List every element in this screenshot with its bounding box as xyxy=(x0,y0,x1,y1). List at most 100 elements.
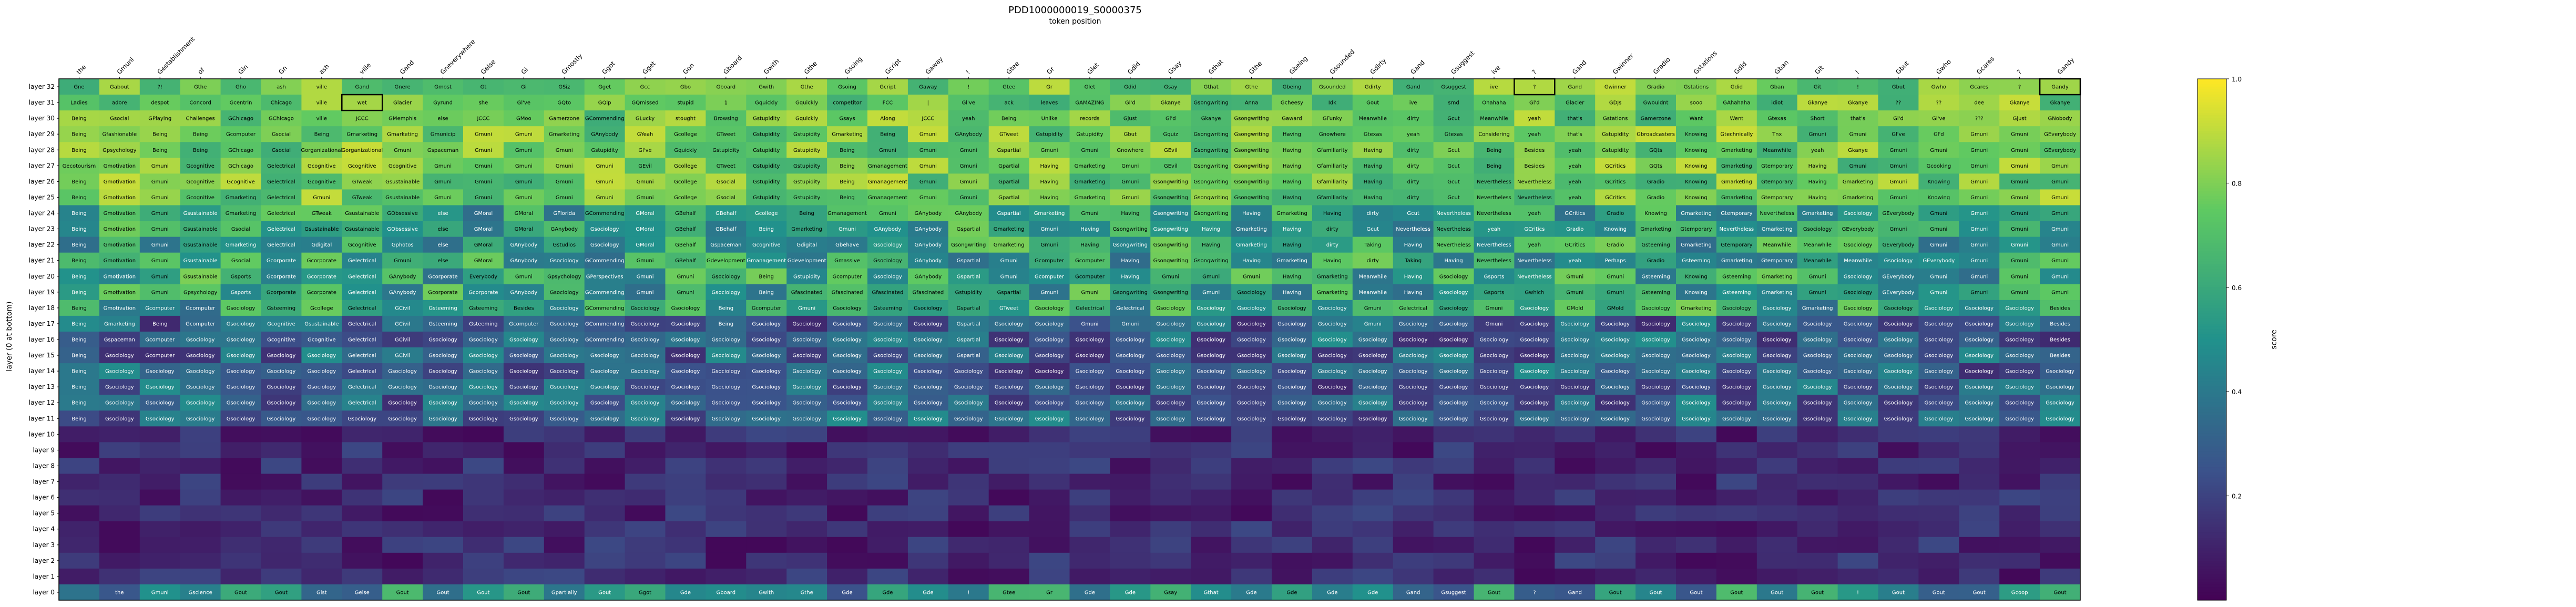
heatmap-cell xyxy=(301,505,342,522)
cell-label: Gsociology xyxy=(1884,321,1913,327)
heatmap-cell xyxy=(1433,126,1474,142)
colorbar-segment xyxy=(2197,428,2226,431)
heatmap-cell xyxy=(180,537,221,553)
heatmap-cell xyxy=(1878,489,1919,506)
cell-label: Gl've xyxy=(517,100,530,106)
cell-label: Gsociology xyxy=(428,369,457,375)
y-tick-label: layer 19 xyxy=(29,289,55,296)
heatmap-cell xyxy=(1312,552,1353,569)
cell-label: Gsociology xyxy=(1237,305,1266,311)
heatmap-cell xyxy=(1756,79,1798,95)
cell-label: Meanwhile xyxy=(1480,116,1508,122)
colorbar-segment xyxy=(2197,566,2226,570)
heatmap-cell xyxy=(423,537,464,553)
heatmap-cell xyxy=(665,474,706,490)
x-tick-label: Gn xyxy=(277,64,289,76)
cell-label: Gsports xyxy=(1484,274,1505,280)
heatmap-cell xyxy=(1797,521,1838,538)
heatmap-cell xyxy=(867,205,908,222)
heatmap-cell xyxy=(1514,442,1555,458)
heatmap-cell xyxy=(1352,458,1394,475)
cell-label: ? xyxy=(2018,85,2021,90)
cell-label: GEverybody xyxy=(2044,148,2076,153)
heatmap-cell xyxy=(139,95,181,111)
y-tick-label: layer 31 xyxy=(29,99,55,106)
heatmap-cell xyxy=(1069,489,1110,506)
cell-label: Gwinner xyxy=(1604,85,1627,90)
heatmap-cell xyxy=(463,505,504,522)
heatmap-cell xyxy=(220,521,261,538)
cell-label: Gsociology xyxy=(1076,353,1105,359)
cell-label: Gl'd xyxy=(1893,116,1904,122)
cell-label: Gsociology xyxy=(995,416,1024,422)
heatmap-cell xyxy=(706,142,747,158)
cell-label: Gmarketing xyxy=(1317,290,1348,295)
heatmap-cell xyxy=(99,505,140,522)
cell-label: Gsociology xyxy=(1844,416,1873,422)
cell-label: GAnybody xyxy=(915,211,942,217)
cell-label: Knowing xyxy=(1685,148,1708,153)
cell-label: Gsongwriting xyxy=(1153,195,1188,201)
heatmap-cell xyxy=(1797,505,1838,522)
y-tick-label: layer 9 xyxy=(33,446,55,454)
cell-label: Gsociology xyxy=(469,416,498,422)
cell-label: Gradio xyxy=(1647,85,1664,90)
heatmap-cell xyxy=(1676,442,1717,458)
cell-label: Gsociology xyxy=(1358,416,1387,422)
cell-label: Gsociology xyxy=(954,385,983,390)
heatmap-cell xyxy=(746,489,787,506)
cell-label: Want xyxy=(1690,116,1703,122)
heatmap-cell xyxy=(1231,474,1272,490)
cell-label: Gsociology xyxy=(792,353,821,359)
cell-label: Gsociology xyxy=(631,385,660,390)
cell-label: Gde xyxy=(1327,590,1337,595)
x-tick-label: Gboard xyxy=(722,54,743,76)
cell-label: Gsociology xyxy=(1560,337,1589,343)
cell-label: Nevertheless xyxy=(1436,227,1471,232)
heatmap-cell xyxy=(1272,474,1313,490)
cell-label: Gsociology xyxy=(1520,369,1549,375)
heatmap-cell xyxy=(1150,189,1191,205)
cell-label: Gcoop xyxy=(2011,590,2028,595)
heatmap-cell xyxy=(2040,426,2081,443)
heatmap-cell xyxy=(463,142,504,158)
heatmap-cell xyxy=(1555,221,1596,238)
heatmap-cell xyxy=(1231,142,1272,158)
heatmap-cell xyxy=(1676,158,1717,174)
cell-label: Gmuni xyxy=(475,132,492,138)
heatmap-cell xyxy=(948,205,989,222)
cell-label: Gsociology xyxy=(1277,400,1306,406)
cell-label: competitor xyxy=(833,100,862,106)
heatmap-cell xyxy=(1110,568,1151,585)
heatmap-cell xyxy=(1231,458,1272,475)
cell-label: GCivil xyxy=(395,321,410,327)
heatmap-cell xyxy=(867,79,908,95)
heatmap-cell xyxy=(180,426,221,443)
cell-label: Gsociology xyxy=(388,369,417,375)
heatmap-cell xyxy=(99,474,140,490)
cell-label: Gsongwriting xyxy=(951,242,986,248)
cell-label: JCCC xyxy=(476,116,489,122)
heatmap-cell xyxy=(1837,521,1878,538)
heatmap-cell xyxy=(139,142,181,158)
cell-label: Gmunicip xyxy=(431,132,456,138)
cell-label: Gsociology xyxy=(792,416,821,422)
cell-label: Gthe xyxy=(801,85,813,90)
colorbar-segment xyxy=(2197,230,2226,233)
heatmap-cell xyxy=(139,552,181,569)
cell-label: Gmuni xyxy=(1121,195,1139,201)
heatmap-cell xyxy=(1595,489,1636,506)
heatmap-cell xyxy=(382,442,423,458)
heatmap-cell xyxy=(1312,126,1353,142)
heatmap-cell xyxy=(463,537,504,553)
heatmap-cell xyxy=(1029,521,1070,538)
heatmap-cell xyxy=(1312,474,1353,490)
heatmap-cell xyxy=(1797,205,1838,222)
heatmap-cell xyxy=(584,474,626,490)
heatmap-cell xyxy=(1555,79,1596,95)
cell-label: Gcollege xyxy=(674,163,697,169)
heatmap-cell xyxy=(948,110,989,127)
cell-label: Knowing xyxy=(1685,163,1708,169)
y-tick-label: layer 22 xyxy=(29,241,55,249)
cell-label: GCritics xyxy=(1565,242,1585,248)
